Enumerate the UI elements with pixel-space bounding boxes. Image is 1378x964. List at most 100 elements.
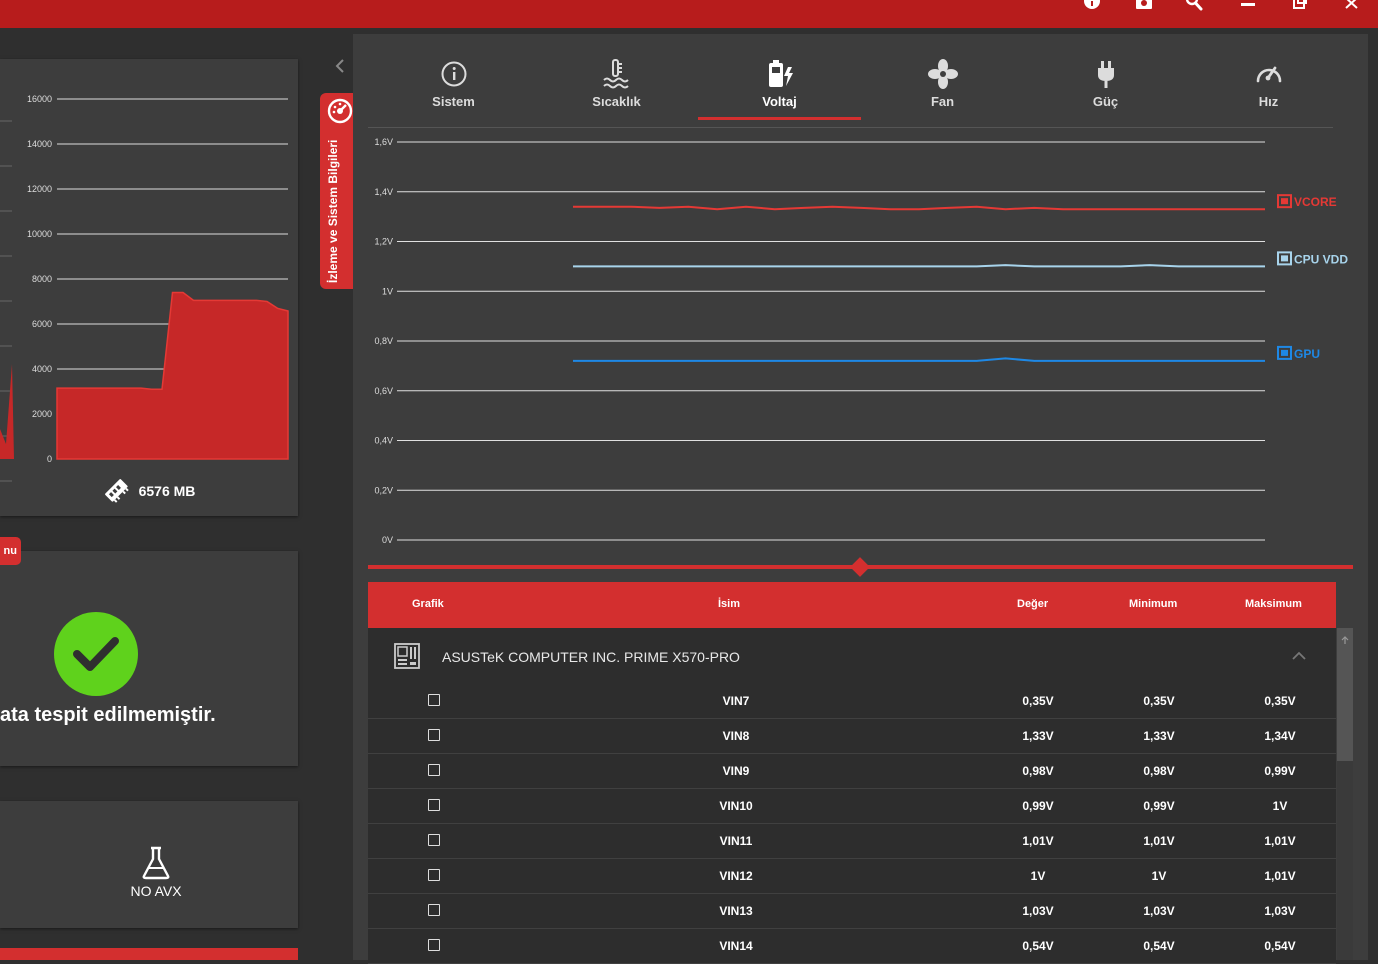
voltage-tick-label: 0V — [382, 535, 393, 545]
search-icon[interactable] — [1180, 0, 1210, 14]
avx-label: NO AVX — [130, 883, 182, 899]
device-name: ASUSTeK COMPUTER INC. PRIME X570-PRO — [442, 649, 740, 665]
column-header-maksimum[interactable]: Maksimum — [1245, 598, 1302, 610]
sensor-min: 1,33V — [1143, 729, 1175, 743]
minimize-icon[interactable] — [1233, 0, 1263, 14]
legend-icon-fill — [1281, 255, 1288, 262]
motherboard-icon — [393, 642, 421, 675]
sensor-table-body: VIN7 0,35V 0,35V 0,35V VIN8 1,33V 1,33V 1,34V VI… — [368, 684, 1336, 964]
device-group-row[interactable]: ASUSTeK COMPUTER INC. PRIME X570-PRO — [368, 628, 1336, 684]
series-line-vcore — [573, 205, 1265, 211]
graph-checkbox[interactable] — [428, 939, 440, 951]
active-tab-indicator — [698, 117, 861, 120]
legend-label: VCORE — [1294, 195, 1337, 209]
memory-tick-label: 4000 — [32, 364, 52, 374]
side-tab-label: İzleme ve Sistem Bilgileri — [326, 139, 340, 283]
memory-tick-label: 10000 — [27, 229, 52, 239]
close-icon[interactable] — [1337, 0, 1367, 14]
legend-label: GPU — [1294, 347, 1320, 361]
sensor-min: 0,98V — [1143, 764, 1175, 778]
sensor-name: VIN9 — [722, 764, 750, 778]
thermometer-icon — [601, 58, 633, 90]
legend-cpu-vdd[interactable]: CPU VDD — [1277, 251, 1348, 266]
flask-icon — [140, 846, 172, 885]
series-line-cpu-vdd — [573, 264, 1265, 268]
sensor-max: 1,01V — [1264, 834, 1296, 848]
tab-label: Sistem — [432, 94, 475, 109]
voltage-tick-label: 1V — [382, 286, 393, 296]
sensor-max: 0,35V — [1264, 694, 1296, 708]
tab-fan[interactable]: Fan — [861, 58, 1024, 120]
graph-checkbox[interactable] — [428, 904, 440, 916]
table-row[interactable]: VIN9 0,98V 0,98V 0,99V — [368, 754, 1336, 789]
tab-hiz[interactable]: Hız — [1187, 58, 1350, 120]
legend-vcore[interactable]: VCORE — [1277, 194, 1337, 209]
sensor-min: 1,03V — [1143, 904, 1175, 918]
sensor-name: VIN14 — [719, 939, 753, 953]
table-scrollbar-thumb[interactable] — [1337, 628, 1353, 761]
sensor-value: 1,33V — [1022, 729, 1054, 743]
sensor-value: 0,99V — [1022, 799, 1054, 813]
camera-icon[interactable] — [1129, 0, 1159, 14]
restore-icon[interactable] — [1285, 0, 1315, 14]
table-row[interactable]: VIN13 1,03V 1,03V 1,03V — [368, 894, 1336, 929]
chevron-up-icon[interactable] — [1292, 648, 1306, 666]
memory-chart: 0 2000 4000 6000 8000 10000 12000 14000 16000 — [0, 94, 289, 482]
tab-voltaj[interactable]: Voltaj — [698, 58, 861, 120]
column-header-grafik[interactable]: Grafik — [412, 598, 444, 610]
sensor-tabs: Sistem Sıcaklık Voltaj Fan Güç Hız — [372, 58, 1350, 128]
menu-tag[interactable]: nu — [0, 537, 21, 565]
graph-checkbox[interactable] — [428, 869, 440, 881]
table-row[interactable]: VIN10 0,99V 0,99V 1V — [368, 789, 1336, 824]
sensor-max: 0,54V — [1264, 939, 1296, 953]
table-row[interactable]: VIN14 0,54V 0,54V 0,54V — [368, 929, 1336, 964]
sensor-min: 1V — [1151, 869, 1167, 883]
column-header-deger[interactable]: Değer — [1017, 598, 1049, 610]
legend-icon — [1277, 251, 1292, 266]
column-header-minimum[interactable]: Minimum — [1129, 598, 1178, 610]
memory-total: 6576 MB — [0, 478, 298, 503]
memory-panel: 0 2000 4000 6000 8000 10000 12000 14000 16000 — [0, 59, 298, 516]
check-icon — [54, 612, 138, 696]
sensor-min: 0,35V — [1143, 694, 1175, 708]
scroll-up-arrow-icon[interactable] — [1340, 632, 1350, 650]
memory-icon — [103, 477, 129, 506]
sensor-value: 1,01V — [1022, 834, 1054, 848]
graph-checkbox[interactable] — [428, 694, 440, 706]
memory-tick-label: 12000 — [27, 184, 52, 194]
collapse-chevron-icon[interactable] — [330, 56, 350, 76]
menu-tag-label: nu — [3, 545, 17, 557]
graph-checkbox[interactable] — [428, 764, 440, 776]
table-row[interactable]: VIN8 1,33V 1,33V 1,34V — [368, 719, 1336, 754]
tab-label: Voltaj — [762, 94, 797, 109]
voltage-tick-label: 0,6V — [374, 386, 393, 396]
voltage-tick-label: 1,6V — [374, 137, 393, 147]
voltage-tick-label: 0,4V — [374, 436, 393, 446]
legend-icon — [1277, 194, 1292, 209]
sensor-name: VIN13 — [719, 904, 753, 918]
legend-icon-fill — [1281, 198, 1288, 205]
sensor-max: 1,34V — [1264, 729, 1296, 743]
graph-checkbox[interactable] — [428, 834, 440, 846]
info-icon[interactable] — [1077, 0, 1107, 14]
sensor-value: 0,54V — [1022, 939, 1054, 953]
tabs-divider — [368, 127, 1333, 128]
tab-sistem[interactable]: Sistem — [372, 58, 535, 120]
voltage-tick-label: 1,2V — [374, 237, 393, 247]
legend-gpu[interactable]: GPU — [1277, 345, 1320, 361]
table-row[interactable]: VIN7 0,35V 0,35V 0,35V — [368, 684, 1336, 719]
graph-checkbox[interactable] — [428, 729, 440, 741]
tab-sicaklik[interactable]: Sıcaklık — [535, 58, 698, 120]
sensor-min: 1,01V — [1143, 834, 1175, 848]
sensor-name: VIN7 — [722, 694, 750, 708]
tab-guc[interactable]: Güç — [1024, 58, 1187, 120]
sensor-value: 0,98V — [1022, 764, 1054, 778]
graph-checkbox[interactable] — [428, 799, 440, 811]
table-row[interactable]: VIN12 1V 1V 1,01V — [368, 859, 1336, 894]
sensor-name: VIN12 — [719, 869, 753, 883]
column-header-isim[interactable]: İsim — [718, 598, 741, 610]
table-row[interactable]: VIN11 1,01V 1,01V 1,01V — [368, 824, 1336, 859]
tab-label: Hız — [1258, 94, 1279, 109]
plug-icon — [1094, 58, 1118, 90]
sensor-name: VIN8 — [722, 729, 750, 743]
